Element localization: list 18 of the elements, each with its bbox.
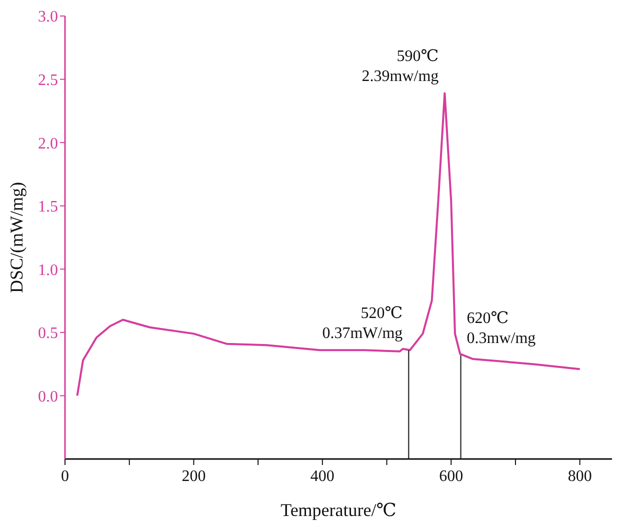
x-tick-label: 0 [61,468,69,485]
y-tick-label: 1.0 [38,262,58,279]
annotation: 520℃ 0.37mW/mg [322,305,403,342]
x-tick-label: 200 [182,468,206,485]
y-tick-label: 1.5 [38,198,58,216]
y-tick-label: 0.5 [38,325,58,342]
y-tick-label: 3.0 [38,8,58,26]
x-tick-label: 800 [568,468,592,485]
y-tick-label: 0.0 [38,388,58,406]
line-series [76,92,581,397]
annotation: 590℃ 2.39mw/mg [362,48,439,86]
y-tick-label: 2.0 [38,135,58,152]
x-tick-label: 400 [310,468,334,485]
x-tick-label: 600 [439,468,464,485]
y-axis-title: DSC/(mW/mg) [6,182,26,293]
y-tick-label: 2.5 [38,72,58,89]
x-axis-title: Temperature/℃ [280,500,396,520]
annotation: 620℃ 0.3mw/mg [466,310,536,348]
